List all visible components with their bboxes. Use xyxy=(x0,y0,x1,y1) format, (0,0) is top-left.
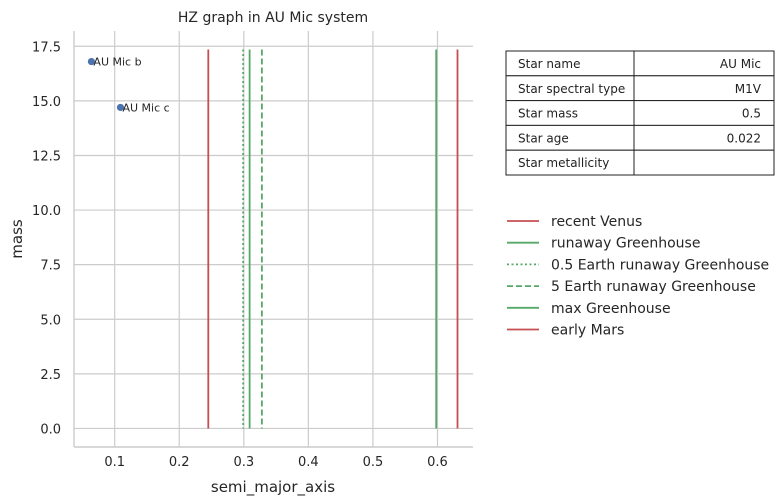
planet-label: AU Mic b xyxy=(93,56,141,69)
y-tick-label: 15.0 xyxy=(32,95,61,110)
gridlines xyxy=(74,31,473,447)
table-value-cell xyxy=(633,75,775,102)
legend-entry: early Mars xyxy=(551,323,624,339)
legend-entry: runaway Greenhouse xyxy=(551,236,700,252)
planet-points: AU Mic b AU Mic c xyxy=(87,56,170,114)
x-tick-label: 0.1 xyxy=(104,455,125,470)
legend-entry: 0.5 Earth runaway Greenhouse xyxy=(551,257,769,273)
table-label-cell xyxy=(505,75,635,102)
table-label-cell xyxy=(505,124,635,151)
x-tick-label: 0.6 xyxy=(427,455,448,470)
table-row-label: Star name xyxy=(518,57,580,71)
table-row-label: Star metallicity xyxy=(518,156,609,170)
plot-area: AU Mic b AU Mic c 0.1 0.2 0.3 0.4 0.5 0.6 0.0 2… xyxy=(8,10,473,497)
y-tick-label: 5.0 xyxy=(40,313,61,328)
legend-entry: recent Venus xyxy=(551,214,642,230)
hz-boundary-lines xyxy=(207,49,459,429)
y-tick-label: 2.5 xyxy=(40,368,61,383)
planet-label: AU Mic c xyxy=(122,101,169,114)
legend-entry: max Greenhouse xyxy=(551,301,671,317)
table-label-cell xyxy=(505,149,635,176)
table-value-cell xyxy=(633,149,775,176)
table-row-value: M1V xyxy=(735,82,762,96)
x-tick-labels: 0.1 0.2 0.3 0.4 0.5 0.6 xyxy=(104,455,448,470)
y-tick-label: 0.0 xyxy=(40,422,61,437)
table-value-cell xyxy=(633,50,775,77)
table-row-label: Star mass xyxy=(518,107,578,121)
axis-spines xyxy=(73,31,473,448)
y-tick-label: 17.5 xyxy=(32,40,61,55)
y-tick-label: 7.5 xyxy=(40,259,61,274)
y-tick-label: 10.0 xyxy=(32,204,61,219)
table-row-value: AU Mic xyxy=(720,57,761,71)
planet-point xyxy=(87,57,96,66)
table-value-cell xyxy=(633,100,775,126)
y-tick-label: 12.5 xyxy=(32,149,61,164)
y-tick-labels: 0.0 2.5 5.0 7.5 10.0 12.5 15.0 17.5 xyxy=(32,40,61,437)
x-tick-label: 0.4 xyxy=(298,455,319,470)
planet-point xyxy=(116,103,125,112)
legend-entry: 5 Earth runaway Greenhouse xyxy=(551,279,756,295)
table-row-label: Star age xyxy=(518,131,569,145)
x-tick-label: 0.3 xyxy=(233,455,254,470)
chart-title: HZ graph in AU Mic system xyxy=(178,10,368,26)
x-tick-label: 0.2 xyxy=(169,455,190,470)
table-row-value: 0.022 xyxy=(727,131,761,145)
star-info-table: Star name AU Mic Star spectral type M1V Star… xyxy=(505,50,775,176)
y-axis-label: mass xyxy=(8,219,26,259)
table-row-label: Star spectral type xyxy=(518,82,625,96)
table-row-value: 0.5 xyxy=(742,107,761,121)
x-tick-label: 0.5 xyxy=(363,455,384,470)
legend: recent Venus runaway Greenhouse 0.5 Earth … xyxy=(507,214,769,339)
x-axis-label: semi_major_axis xyxy=(211,478,335,497)
